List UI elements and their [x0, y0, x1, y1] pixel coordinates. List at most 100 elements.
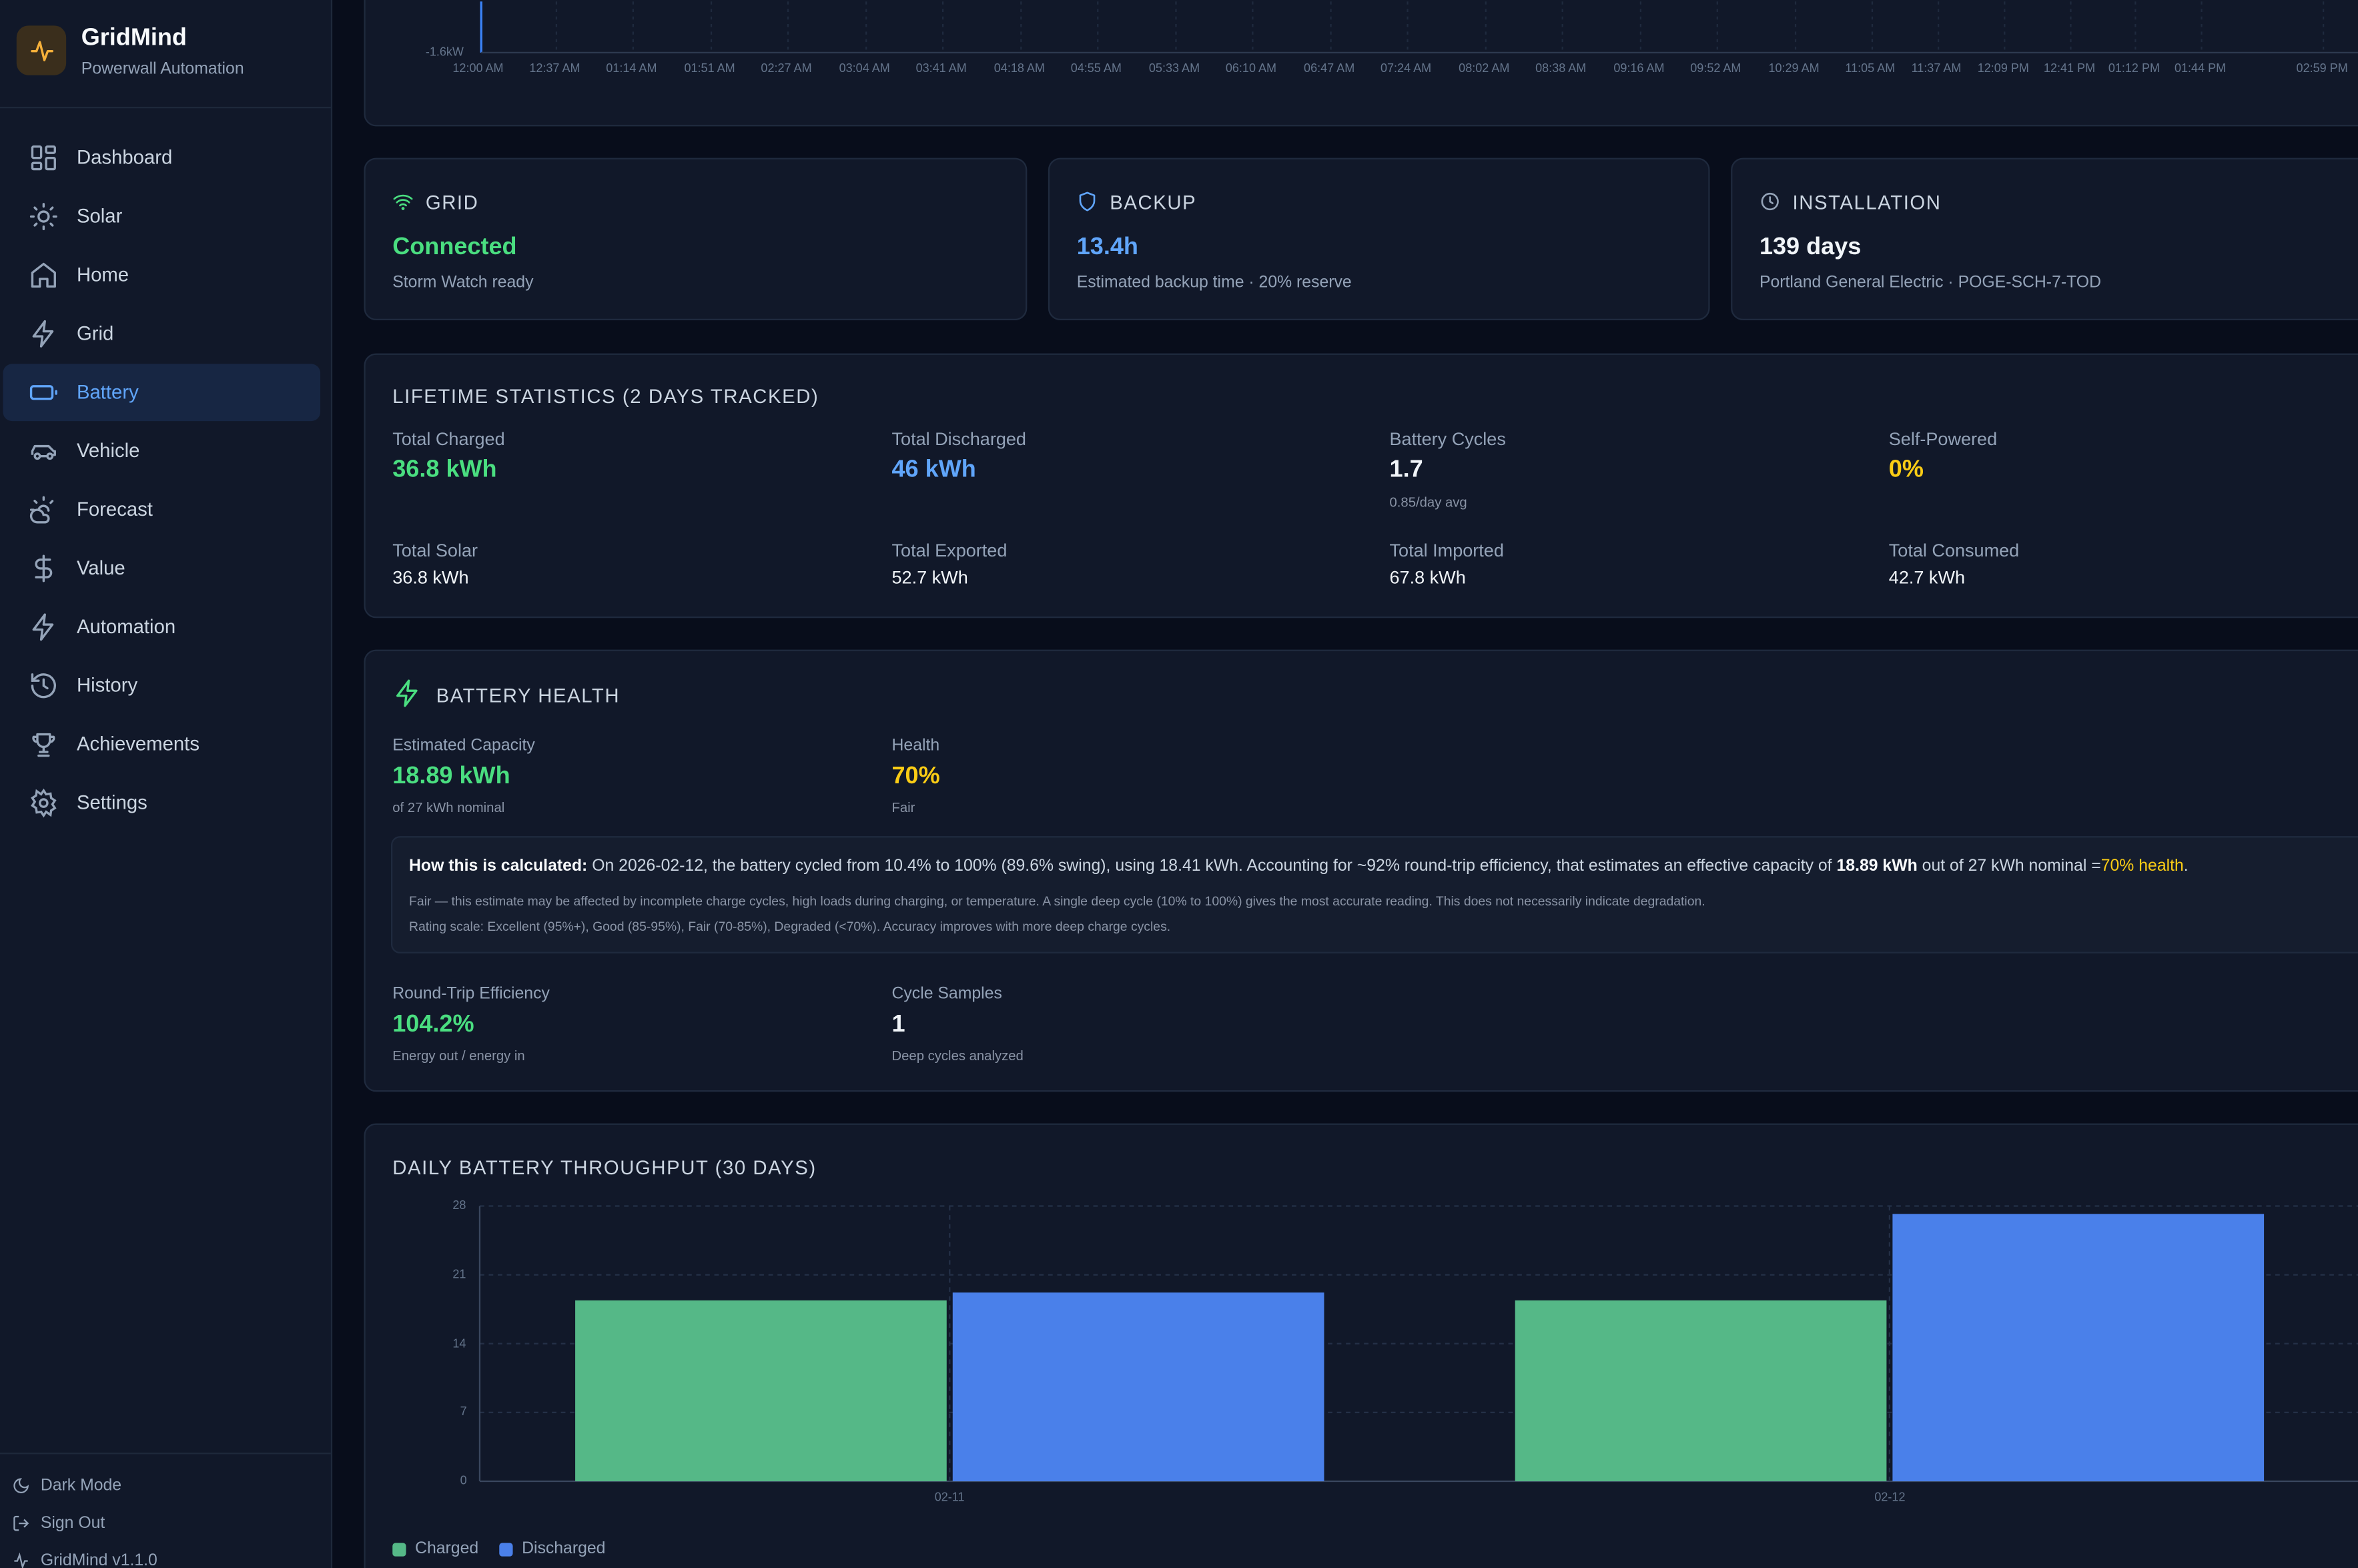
- calculation-body: On 2026-02-12, the battery cycled from 1…: [592, 857, 1832, 875]
- sidebar-item-label: Value: [76, 556, 125, 579]
- sun-icon: [29, 203, 57, 231]
- sidebar-item-label: Automation: [76, 615, 176, 638]
- sidebar-item-label: History: [76, 673, 138, 697]
- discharged-bar[interactable]: [952, 1292, 1324, 1481]
- total-imported-value: 67.8 kWh: [1389, 566, 1466, 589]
- battery-cycles-sub: 0.85/day avg: [1389, 494, 1467, 510]
- power-chart-plot: [480, 1, 2358, 54]
- x-axis-tick: 04:55 AM: [1070, 61, 1122, 75]
- sidebar-item-label: Dashboard: [76, 145, 173, 169]
- health-rating: Fair: [891, 800, 915, 815]
- total-consumed-value: 42.7 kWh: [1888, 566, 1966, 589]
- sidebar-item-automation[interactable]: Automation: [3, 599, 321, 656]
- calculation-text: How this is calculated: On 2026-02-12, t…: [409, 857, 2189, 875]
- sidebar-item-value[interactable]: Value: [3, 540, 321, 597]
- y-axis-tick: 0: [460, 1473, 467, 1488]
- cycle-samples-value: 1: [891, 1012, 905, 1038]
- cycle-samples-sub: Deep cycles analyzed: [891, 1048, 1024, 1064]
- legend-discharged-label: Discharged: [522, 1539, 606, 1558]
- estimated-capacity-label: Estimated Capacity: [392, 737, 535, 755]
- throughput-title: DAILY BATTERY THROUGHPUT (30 DAYS): [392, 1156, 817, 1179]
- total-charged-label: Total Charged: [392, 428, 505, 450]
- calculation-note: Fair — this estimate may be affected by …: [409, 893, 1705, 909]
- x-axis-tick: 06:47 AM: [1304, 61, 1355, 75]
- round-trip-efficiency-value: 104.2%: [392, 1012, 474, 1038]
- power-chart-card: -1.6kW 12:00 AM 12:37 AM 01:14 AM 01:51 AM 0…: [364, 0, 2358, 127]
- moon-icon: [13, 1478, 29, 1493]
- calculation-health: 70% health: [2100, 857, 2184, 875]
- sidebar-item-history[interactable]: History: [3, 657, 321, 715]
- sidebar-item-label: Home: [76, 263, 129, 286]
- lifetime-stats-title: LIFETIME STATISTICS (2 DAYS TRACKED): [392, 384, 819, 408]
- legend-discharged[interactable]: Discharged: [499, 1540, 605, 1558]
- x-axis-tick: 09:52 AM: [1690, 61, 1741, 75]
- shield-icon: [1079, 191, 1096, 212]
- health-value: 70%: [891, 763, 940, 790]
- throughput-chart: [478, 1205, 2358, 1483]
- grid-status-sub: Storm Watch ready: [392, 274, 534, 292]
- sidebar-item-battery[interactable]: Battery: [3, 364, 321, 422]
- sign-out-button[interactable]: Sign Out: [12, 1515, 105, 1533]
- sidebar-item-solar[interactable]: Solar: [3, 188, 321, 246]
- round-trip-efficiency-sub: Energy out / energy in: [392, 1048, 525, 1064]
- sidebar-footer: Dark Mode Sign Out GridMind v1.1.0: [0, 1453, 331, 1568]
- brand-header: GridMind Powerwall Automation: [0, 0, 331, 109]
- battery-cycles-label: Battery Cycles: [1389, 428, 1506, 450]
- dashboard-icon: [31, 145, 56, 171]
- charged-bar[interactable]: [575, 1300, 947, 1481]
- bolt-icon: [32, 320, 54, 348]
- sidebar-item-settings[interactable]: Settings: [3, 775, 321, 832]
- x-axis-tick: 02:27 AM: [761, 61, 812, 75]
- total-solar-label: Total Solar: [392, 540, 478, 561]
- calculation-end: .: [2183, 857, 2189, 875]
- daily-throughput-card: DAILY BATTERY THROUGHPUT (30 DAYS) 0 7 14 2…: [364, 1123, 2358, 1568]
- wifi-icon: [393, 194, 413, 210]
- x-axis-tick: 07:24 AM: [1380, 61, 1432, 75]
- battery-icon: [29, 385, 57, 400]
- sidebar-item-grid[interactable]: Grid: [3, 306, 321, 363]
- version-label: GridMind v1.1.0: [12, 1552, 157, 1568]
- x-axis-tick: 02-11: [934, 1490, 965, 1504]
- bolt-icon: [32, 613, 54, 641]
- pulse-logo-icon: [16, 25, 67, 75]
- car-icon: [31, 444, 56, 460]
- rating-scale-note: Rating scale: Excellent (95%+), Good (85…: [409, 919, 1171, 934]
- y-axis-tick: 28: [452, 1198, 466, 1212]
- legend-charged-label: Charged: [415, 1539, 479, 1558]
- legend-charged[interactable]: Charged: [392, 1540, 478, 1558]
- health-label: Health: [891, 737, 940, 755]
- sidebar-item-label: Forecast: [76, 498, 153, 520]
- backup-time-value: 13.4h: [1076, 234, 1138, 260]
- backup-card: BACKUP 13.4h Estimated backup time · 20%…: [1048, 157, 1710, 321]
- sidebar-item-label: Achievements: [76, 732, 200, 755]
- total-consumed-label: Total Consumed: [1888, 540, 2020, 561]
- sidebar-item-vehicle[interactable]: Vehicle: [3, 422, 321, 480]
- battery-health-card: BATTERY HEALTH Estimated Capacity 18.89 …: [364, 649, 2358, 1092]
- sidebar-item-achievements[interactable]: Achievements: [3, 716, 321, 773]
- charged-bar[interactable]: [1515, 1300, 1887, 1481]
- discharged-bar[interactable]: [1892, 1214, 2265, 1481]
- backup-sub: Estimated backup time · 20% reserve: [1076, 274, 1352, 292]
- dollar-icon: [35, 554, 53, 582]
- total-charged-value: 36.8 kWh: [392, 457, 497, 483]
- history-icon: [31, 673, 56, 699]
- version-text: GridMind v1.1.0: [40, 1551, 157, 1568]
- sidebar-item-home[interactable]: Home: [3, 247, 321, 304]
- sign-out-icon: [13, 1515, 29, 1531]
- total-discharged-label: Total Discharged: [891, 428, 1026, 450]
- backup-card-title: BACKUP: [1110, 191, 1197, 214]
- home-icon: [31, 262, 56, 288]
- sidebar-item-forecast[interactable]: Forecast: [3, 481, 321, 538]
- clock-icon: [1761, 192, 1779, 211]
- x-axis-tick: 01:51 AM: [684, 61, 735, 75]
- bolt-icon: [396, 679, 418, 707]
- x-axis-tick: 02-12: [1874, 1490, 1906, 1504]
- x-axis-tick: 03:41 AM: [915, 61, 967, 75]
- dark-mode-toggle[interactable]: Dark Mode: [12, 1477, 121, 1495]
- brand-title: GridMind: [81, 25, 187, 51]
- sidebar-item-label: Settings: [76, 791, 147, 814]
- total-exported-value: 52.7 kWh: [891, 566, 968, 589]
- x-axis-tick: 12:00 AM: [452, 61, 504, 75]
- sidebar-item-dashboard[interactable]: Dashboard: [3, 129, 321, 187]
- dark-mode-label: Dark Mode: [40, 1477, 122, 1495]
